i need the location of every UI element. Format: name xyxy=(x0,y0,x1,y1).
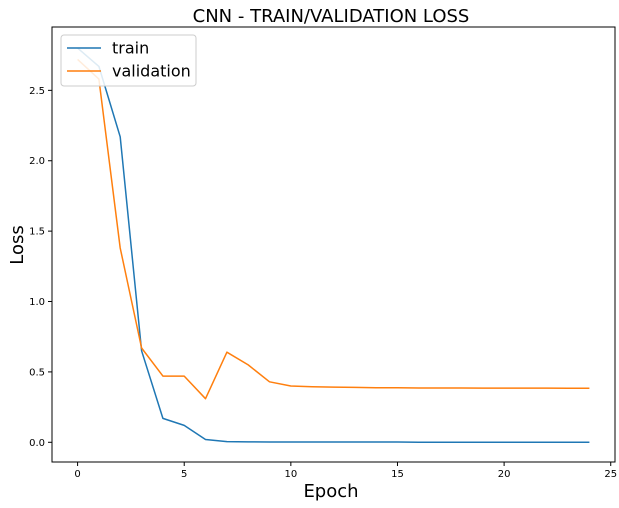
legend-label-train: train xyxy=(112,39,149,58)
chart-title: CNN - TRAIN/VALIDATION LOSS xyxy=(193,6,470,27)
x-tick-label: 25 xyxy=(604,469,617,480)
y-tick-label: 1.0 xyxy=(29,297,45,308)
legend-label-validation: validation xyxy=(112,62,191,81)
plot-area xyxy=(52,27,615,462)
series-line-validation xyxy=(77,58,590,400)
x-axis-title: Epoch xyxy=(303,481,358,502)
x-tick-label: 10 xyxy=(284,469,297,480)
y-axis-title: Loss xyxy=(7,225,28,264)
y-axis-ticks: 0.0 0.5 1.0 1.5 2.0 2.5 xyxy=(29,86,52,449)
x-tick-label: 0 xyxy=(74,469,80,480)
x-tick-label: 15 xyxy=(391,469,404,480)
y-tick-label: 2.0 xyxy=(29,156,45,167)
x-tick-label: 20 xyxy=(498,469,511,480)
y-tick-label: 2.5 xyxy=(29,86,45,97)
series-layer xyxy=(77,47,590,443)
y-tick-label: 1.5 xyxy=(29,227,45,238)
x-tick-label: 5 xyxy=(181,469,187,480)
plot-frame xyxy=(51,26,616,463)
x-axis-ticks: 0 5 10 15 20 25 xyxy=(74,462,617,480)
series-line-train xyxy=(77,47,590,443)
y-tick-label: 0.0 xyxy=(29,438,45,449)
y-tick-label: 0.5 xyxy=(29,367,45,378)
legend: train validation xyxy=(60,34,197,87)
